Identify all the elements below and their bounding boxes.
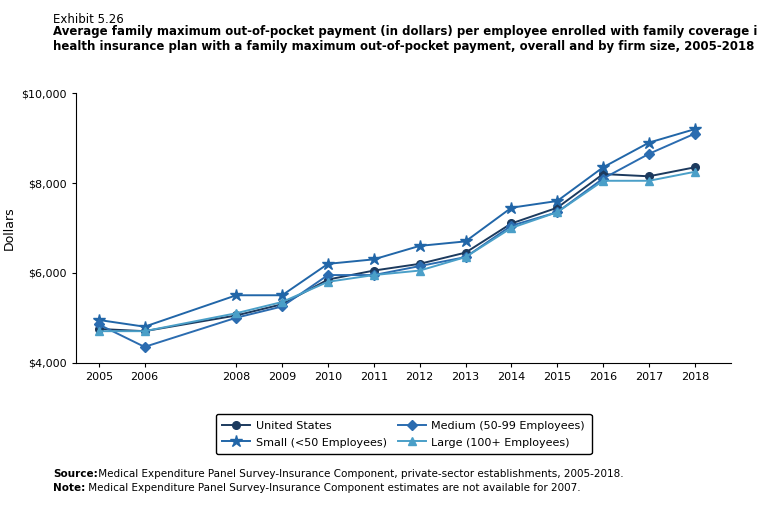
Text: Medical Expenditure Panel Survey-Insurance Component, private-sector establishme: Medical Expenditure Panel Survey-Insuran… <box>95 469 623 479</box>
Text: Exhibit 5.26: Exhibit 5.26 <box>53 13 124 26</box>
Text: Average family maximum out-of-pocket payment (in dollars) per employee enrolled : Average family maximum out-of-pocket pay… <box>53 25 758 53</box>
Legend: United States, Small (<50 Employees), Medium (50-99 Employees), Large (100+ Empl: United States, Small (<50 Employees), Me… <box>216 414 591 454</box>
Y-axis label: Dollars: Dollars <box>3 206 16 250</box>
Text: Medical Expenditure Panel Survey-Insurance Component estimates are not available: Medical Expenditure Panel Survey-Insuran… <box>85 483 581 493</box>
Text: Source:: Source: <box>53 469 98 479</box>
Text: Note:: Note: <box>53 483 86 493</box>
